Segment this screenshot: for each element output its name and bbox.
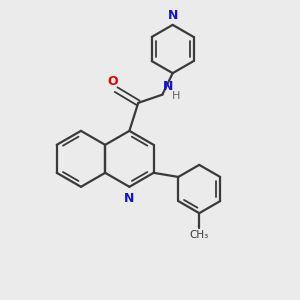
Text: CH₃: CH₃: [190, 230, 209, 240]
Text: N: N: [163, 80, 173, 93]
Text: H: H: [172, 91, 180, 101]
Text: O: O: [107, 75, 118, 88]
Text: N: N: [124, 192, 135, 205]
Text: N: N: [167, 9, 178, 22]
